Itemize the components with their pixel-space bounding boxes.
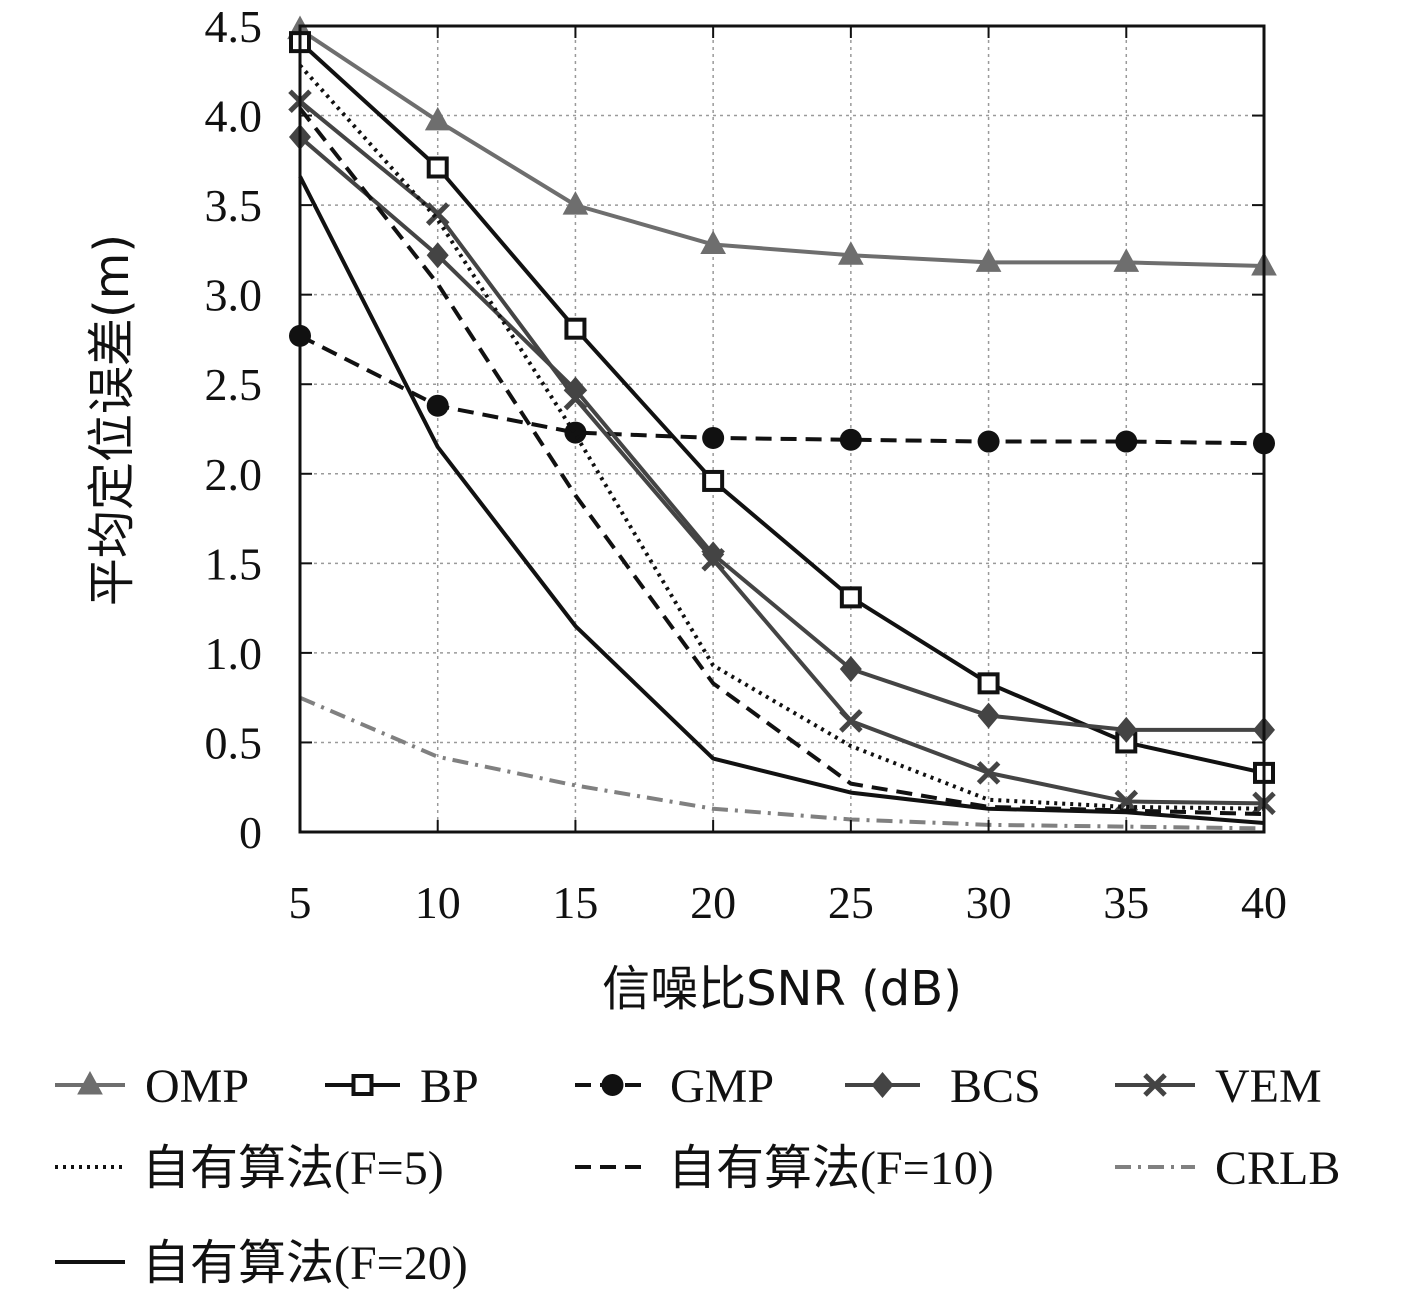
diamond-marker bbox=[977, 702, 1000, 729]
x-marker bbox=[1143, 1073, 1167, 1097]
x-marker bbox=[839, 709, 863, 733]
legend: OMP BP GMP BCS VEM 自有算法(F=5) 自有算法(F=10) CRLB 自有算… bbox=[55, 1060, 1340, 1290]
legend-label: 自有算法(F=5) bbox=[142, 1142, 444, 1195]
legend-label: 自有算法(F=20) bbox=[142, 1237, 468, 1290]
x-tick-label: 10 bbox=[415, 877, 461, 928]
y-tick-label: 4.5 bbox=[205, 1, 263, 52]
y-tick-label: 2.0 bbox=[205, 449, 263, 500]
diamond-marker bbox=[1115, 716, 1138, 743]
y-tick-label: 0.5 bbox=[205, 717, 263, 768]
circle-marker bbox=[426, 394, 449, 417]
circle-marker bbox=[839, 428, 862, 451]
square-marker bbox=[426, 156, 449, 179]
series-layer bbox=[287, 15, 1277, 831]
triangle-marker bbox=[77, 1070, 103, 1095]
legend-entry: 自有算法(F=20) bbox=[55, 1237, 468, 1290]
triangle-marker bbox=[562, 191, 589, 215]
circle-marker bbox=[977, 430, 1000, 453]
legend-entry: VEM bbox=[1115, 1060, 1322, 1113]
y-tick-label: 1.5 bbox=[205, 538, 263, 589]
legend-entry: CRLB bbox=[1115, 1142, 1340, 1195]
triangle-marker bbox=[838, 241, 864, 265]
series-自有算法(F=10) bbox=[298, 107, 1265, 817]
series-自有算法(F=20) bbox=[298, 175, 1265, 826]
legend-label: BCS bbox=[950, 1060, 1041, 1113]
triangle-marker bbox=[424, 106, 451, 131]
x-tick-label: 40 bbox=[1241, 877, 1287, 928]
x-tick-label: 35 bbox=[1103, 877, 1149, 928]
diamond-marker bbox=[871, 1072, 894, 1098]
series-line bbox=[298, 135, 1264, 732]
series-CRLB bbox=[299, 695, 1265, 831]
series-line bbox=[298, 175, 1265, 826]
square-marker bbox=[702, 469, 725, 492]
y-tick-label: 3.5 bbox=[205, 180, 263, 231]
diamond-marker bbox=[702, 541, 725, 568]
diamond-marker bbox=[839, 656, 862, 683]
x-marker bbox=[976, 761, 1001, 785]
x-tick-label: 15 bbox=[552, 877, 598, 928]
grid bbox=[299, 25, 1265, 833]
square-marker bbox=[564, 317, 587, 340]
legend-entry: 自有算法(F=5) bbox=[55, 1142, 444, 1195]
x-tick-label: 25 bbox=[828, 877, 874, 928]
x-marker bbox=[425, 202, 450, 226]
legend-entry: GMP bbox=[575, 1060, 774, 1113]
triangle-marker bbox=[975, 248, 1002, 272]
circle-marker bbox=[1115, 430, 1138, 453]
series-line bbox=[298, 107, 1265, 817]
square-marker bbox=[839, 586, 862, 609]
y-axis-label: 平均定位误差(m) bbox=[84, 234, 140, 606]
plot-frame bbox=[298, 24, 1266, 834]
legend-label: OMP bbox=[145, 1060, 249, 1113]
series-GMP bbox=[289, 324, 1275, 455]
circle-marker bbox=[702, 426, 725, 449]
x-marker-stroke bbox=[563, 386, 588, 411]
y-tick-label: 3.0 bbox=[205, 270, 263, 321]
legend-label: BP bbox=[420, 1060, 479, 1113]
y-tick-label: 2.5 bbox=[205, 359, 263, 410]
circle-marker bbox=[564, 421, 587, 444]
x-tick-label: 20 bbox=[690, 877, 736, 928]
y-tick-label: 0 bbox=[239, 807, 262, 858]
x-marker-stroke bbox=[701, 547, 725, 572]
series-BP bbox=[289, 31, 1275, 784]
series-line bbox=[299, 695, 1265, 831]
x-tick-label: 30 bbox=[966, 877, 1012, 928]
legend-entry: BP bbox=[325, 1060, 479, 1113]
ticks: 5 10 15 20 25 30 35 40 0 0.5 1.0 1.5 2.0 2.5 3.0 3.5 4.0… bbox=[205, 1, 1288, 928]
series-line bbox=[299, 334, 1265, 446]
diamond-marker bbox=[426, 242, 449, 269]
series-line bbox=[298, 40, 1265, 775]
series-自有算法(F=5) bbox=[298, 64, 1265, 811]
series-line bbox=[298, 27, 1265, 269]
y-tick-label: 4.0 bbox=[205, 91, 263, 142]
legend-entry: 自有算法(F=10) bbox=[575, 1142, 994, 1195]
legend-entry: BCS bbox=[845, 1060, 1041, 1113]
x-marker-stroke bbox=[1143, 1073, 1167, 1097]
legend-label: 自有算法(F=10) bbox=[668, 1142, 994, 1195]
legend-label: VEM bbox=[1215, 1060, 1322, 1113]
circle-marker bbox=[601, 1074, 624, 1096]
x-marker-stroke bbox=[839, 709, 863, 733]
legend-entry: OMP bbox=[55, 1060, 249, 1113]
triangle-marker bbox=[1113, 248, 1140, 272]
y-tick-label: 1.0 bbox=[205, 628, 263, 679]
x-marker bbox=[701, 547, 725, 572]
square-marker bbox=[977, 672, 1000, 695]
series-line bbox=[298, 64, 1265, 811]
x-marker-stroke bbox=[976, 761, 1001, 785]
x-axis-label: 信噪比SNR (dB) bbox=[602, 961, 962, 1017]
x-marker-stroke bbox=[425, 202, 450, 226]
series-OMP bbox=[287, 15, 1277, 276]
legend-label: GMP bbox=[670, 1060, 774, 1113]
square-marker bbox=[351, 1074, 374, 1096]
x-tick-label: 5 bbox=[289, 877, 312, 928]
series-line bbox=[298, 99, 1265, 806]
triangle-marker bbox=[700, 230, 726, 255]
legend-label: CRLB bbox=[1215, 1142, 1340, 1195]
x-marker bbox=[563, 386, 588, 411]
